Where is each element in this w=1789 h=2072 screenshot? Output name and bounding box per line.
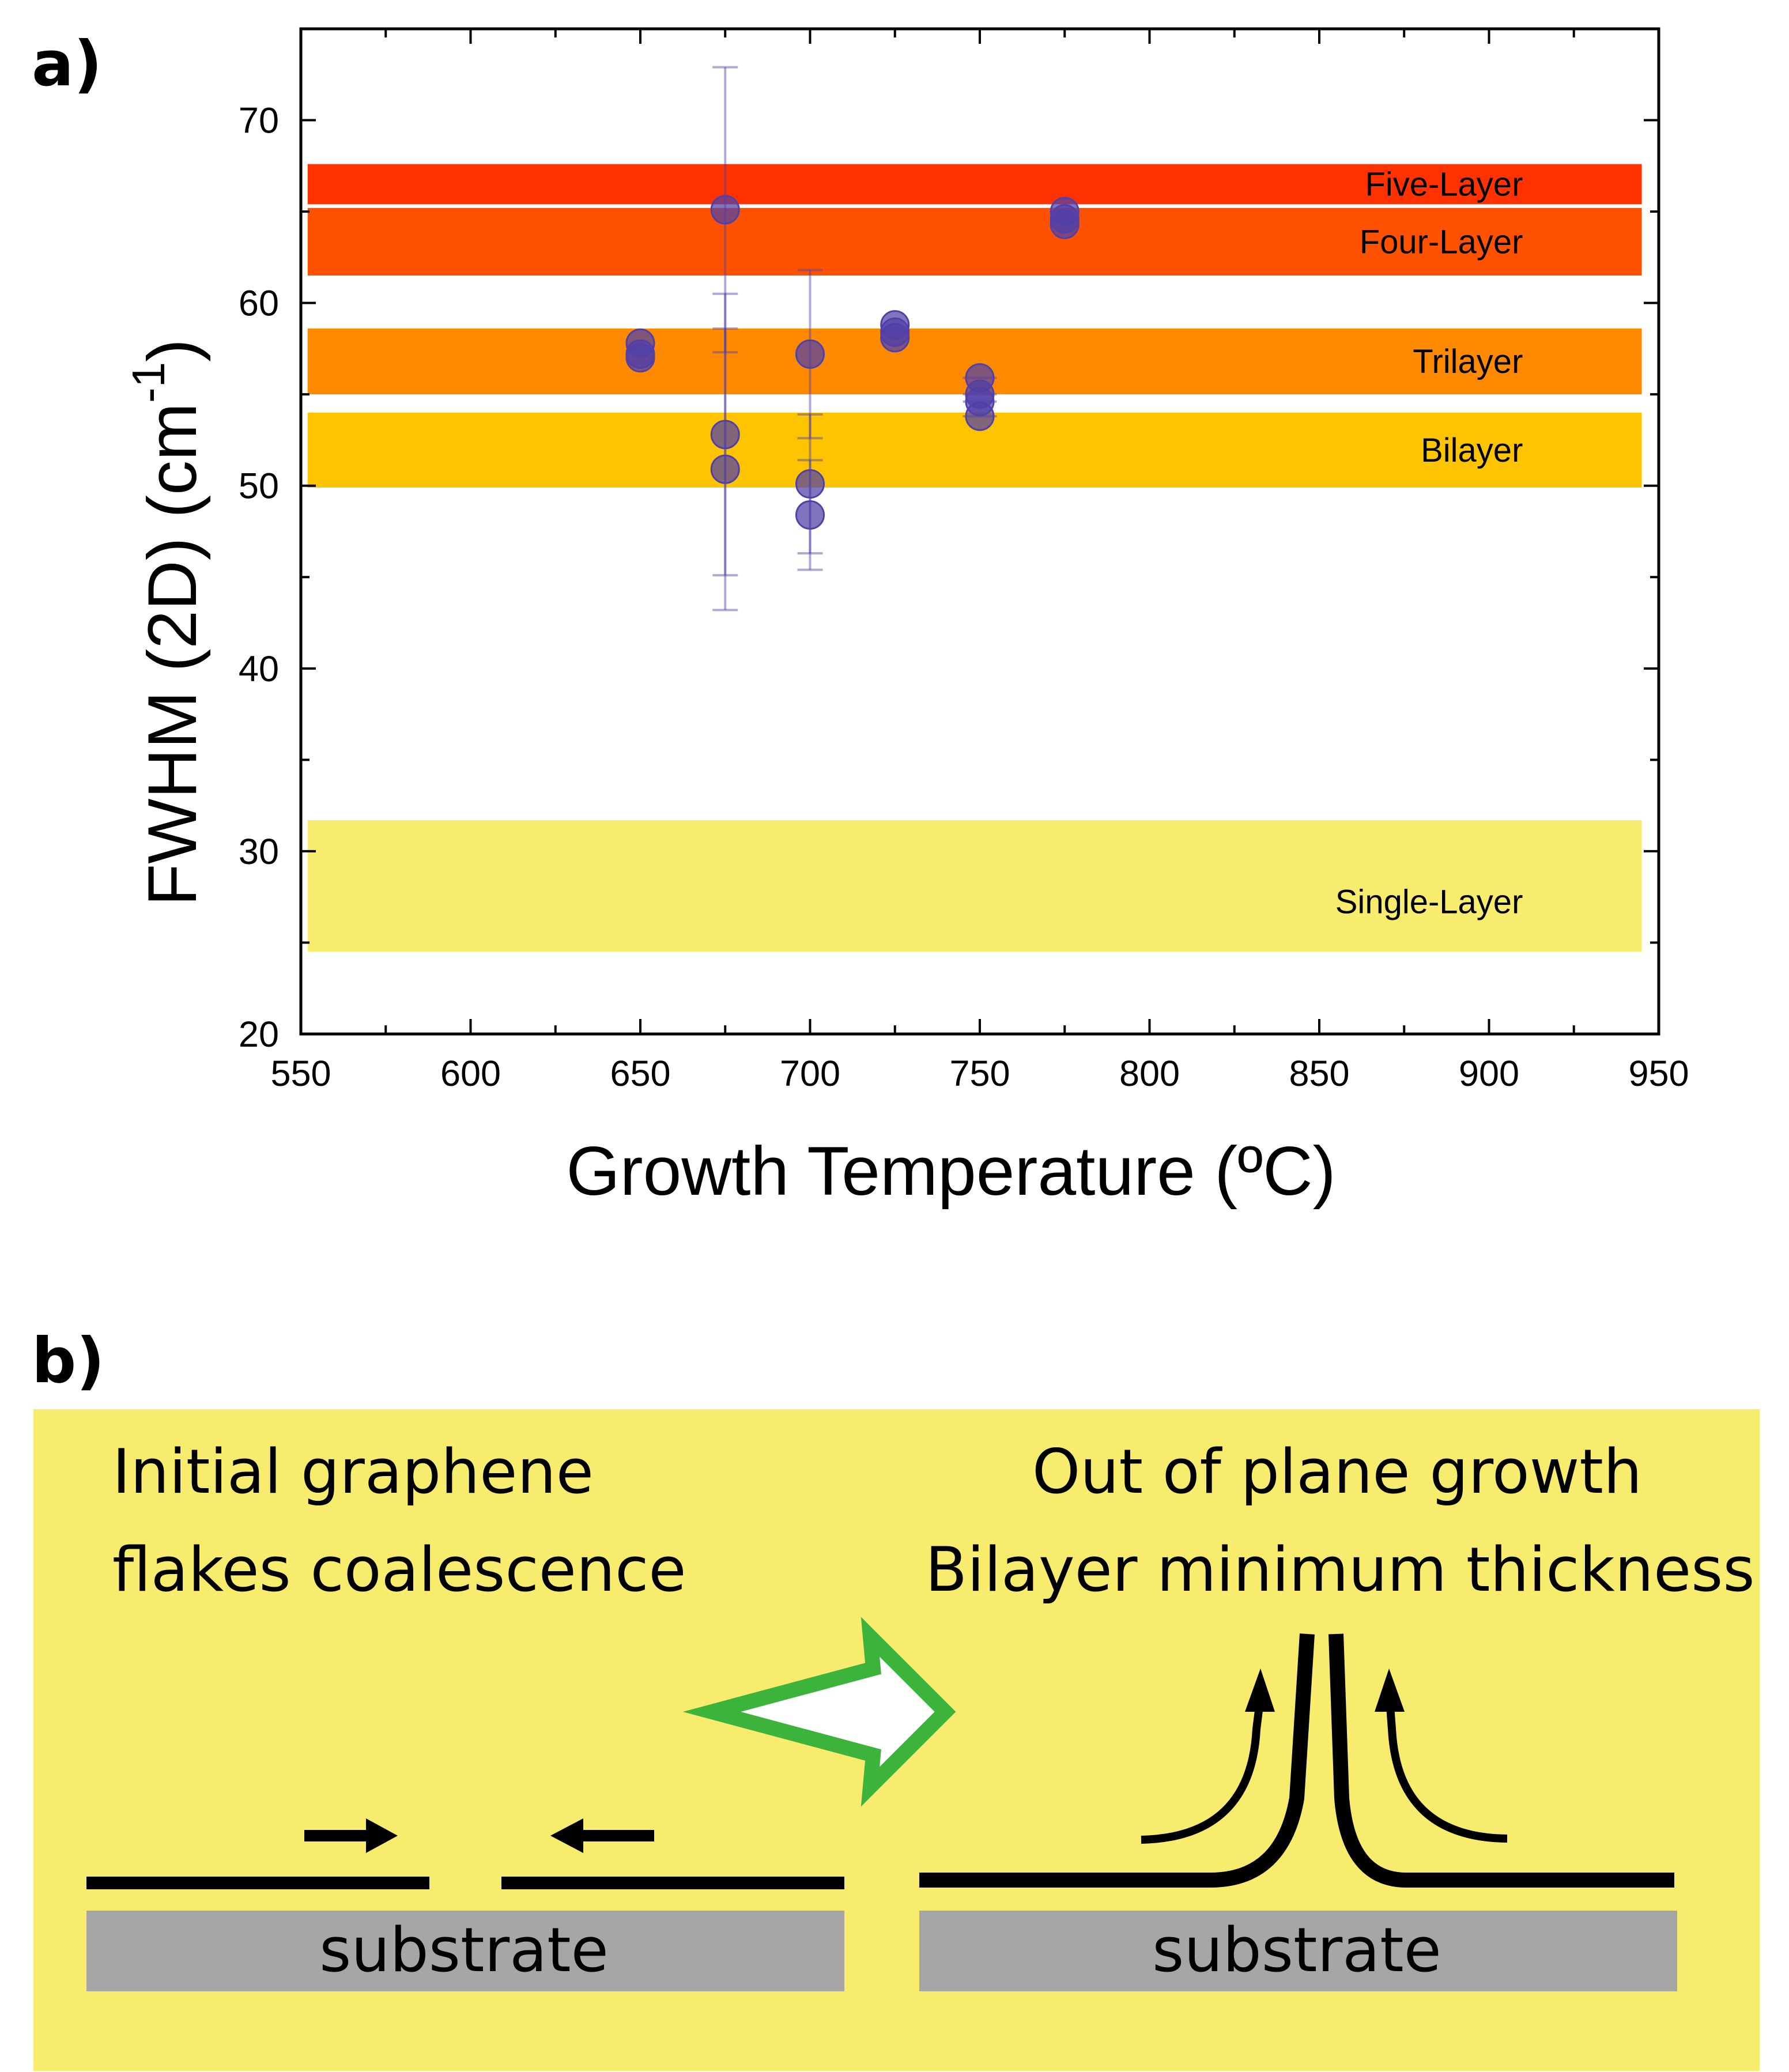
right-substrate — [919, 1911, 1677, 1991]
y-tick-label: 40 — [239, 649, 279, 689]
y-tick-label: 70 — [239, 101, 279, 141]
axis-tick-labels: 550 600 650 700 750 800 850 900 950 20 30 40 50 60 70 — [239, 101, 1689, 1094]
right-substrate-label: substrate — [1152, 1915, 1441, 1986]
x-tick-label: 550 — [270, 1054, 331, 1094]
panel-b-label: b) — [32, 1325, 105, 1397]
x-tick-label: 750 — [949, 1054, 1010, 1094]
y-axis-title-main: FWHM (2D) (cm — [134, 403, 211, 906]
x-tick-label: 600 — [440, 1054, 501, 1094]
data-point — [710, 420, 740, 450]
data-point — [880, 323, 910, 353]
x-tick-label: 700 — [780, 1054, 840, 1094]
y-axis-title-superscript: -1 — [123, 362, 174, 403]
y-tick-label: 30 — [239, 832, 279, 872]
y-tick-label: 60 — [239, 284, 279, 324]
x-tick-label: 650 — [610, 1054, 670, 1094]
data-point — [1050, 209, 1080, 239]
out-of-plane-growth-icon — [919, 1633, 1674, 1888]
left-substrate — [86, 1911, 844, 1991]
right-caption-line-1: Out of plane growth — [1032, 1436, 1642, 1507]
arrow-left-icon — [550, 1818, 654, 1853]
band-single-layer — [307, 820, 1642, 952]
panel-a-label: a) — [32, 28, 102, 100]
left-substrate-label: substrate — [319, 1915, 609, 1986]
x-axis-title: Growth Temperature (ºC) — [566, 1133, 1335, 1210]
x-tick-label: 800 — [1119, 1054, 1180, 1094]
data-points — [625, 66, 1080, 612]
data-point — [795, 469, 825, 499]
left-caption-line-2: flakes coalescence — [112, 1534, 686, 1605]
data-point — [625, 343, 655, 373]
band-label-trilayer: Trilayer — [1413, 343, 1523, 380]
axis-ticks — [300, 28, 1660, 1035]
arrow-right-icon — [304, 1818, 398, 1853]
data-point — [795, 500, 825, 530]
data-point — [965, 401, 995, 431]
left-caption-line-1: Initial graphene — [112, 1436, 594, 1507]
x-tick-label: 950 — [1628, 1054, 1689, 1094]
y-axis-title: FWHM (2D) (cm-1) — [123, 339, 211, 906]
band-label-five-layer: Five-Layer — [1365, 166, 1523, 203]
fwhm-chart: Single-Layer Bilayer Trilayer Four-Layer Fiv… — [123, 27, 1689, 1210]
data-point — [710, 454, 740, 484]
layer-bands: Single-Layer Bilayer Trilayer Four-Layer Fiv… — [307, 164, 1642, 952]
band-five-layer — [307, 164, 1642, 205]
band-label-bilayer: Bilayer — [1421, 432, 1523, 469]
x-tick-label: 850 — [1289, 1054, 1349, 1094]
right-caption-line-2: Bilayer minimum thickness — [925, 1534, 1754, 1605]
data-point — [795, 339, 825, 369]
y-tick-label: 20 — [239, 1014, 279, 1055]
data-point — [710, 195, 740, 225]
band-four-layer — [307, 207, 1642, 276]
transition-arrow-icon — [682, 1617, 956, 1807]
x-tick-label: 900 — [1459, 1054, 1519, 1094]
band-label-four-layer: Four-Layer — [1360, 223, 1523, 261]
y-axis-title-close: ) — [134, 339, 211, 362]
y-tick-label: 50 — [239, 466, 279, 507]
band-label-single-layer: Single-Layer — [1335, 884, 1523, 921]
